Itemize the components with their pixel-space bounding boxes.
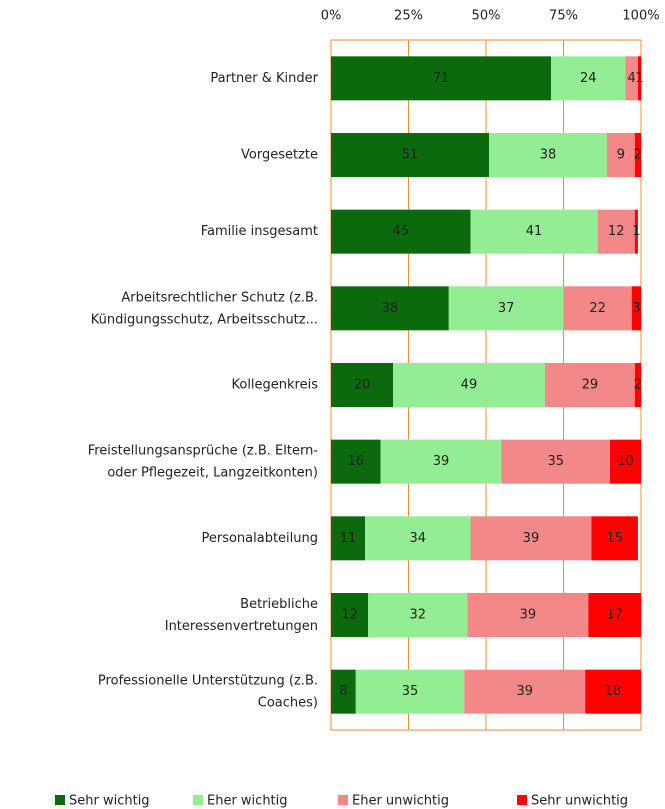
data-label: 24: [580, 71, 597, 86]
data-label: 32: [410, 608, 427, 623]
bar-segment: [625, 56, 638, 101]
bar-segment: [597, 209, 635, 254]
bar-segment: [365, 516, 471, 561]
legend-label: Eher wichtig: [207, 794, 288, 809]
bar-segment: [470, 516, 592, 561]
bar-segment: [470, 209, 598, 254]
bar-segment: [634, 363, 641, 407]
data-label: 37: [498, 301, 515, 316]
data-label: 9: [617, 148, 625, 163]
bar-segment: [393, 363, 545, 407]
bar-segment: [331, 439, 381, 484]
data-label: 8: [339, 684, 347, 699]
legend-swatch: [55, 795, 65, 805]
data-label: 39: [523, 531, 540, 546]
data-label: 12: [608, 224, 625, 239]
data-label: 2: [634, 148, 642, 163]
data-label: 3: [632, 301, 640, 316]
bar-segment: [637, 56, 641, 101]
bar-segment: [467, 593, 589, 637]
y-tick-label: Kollegenkreis: [231, 378, 318, 393]
bar-segment: [634, 209, 638, 254]
bar-segment: [331, 133, 490, 177]
data-label: 4: [628, 71, 636, 86]
data-label: 2: [634, 378, 642, 393]
bar-segment: [331, 516, 366, 561]
bar-segment: [331, 286, 449, 331]
data-label: 41: [526, 224, 543, 239]
data-label: 10: [617, 454, 634, 469]
data-label: 35: [402, 684, 419, 699]
y-tick-label: Betriebliche Interessenvertretungen: [165, 597, 318, 634]
bar-segment: [501, 439, 610, 484]
x-tick-label: 0%: [321, 9, 342, 24]
bar-segment: [563, 286, 632, 331]
data-label: 49: [461, 378, 478, 393]
data-label: 12: [341, 608, 358, 623]
legend-swatch: [193, 795, 203, 805]
x-tick-label: 100%: [622, 9, 659, 24]
bar-segment: [448, 286, 564, 331]
bar-segment: [368, 593, 468, 637]
bar-segment: [551, 56, 626, 101]
data-label: 35: [547, 454, 564, 469]
data-label: 71: [433, 71, 450, 86]
legend-label: Sehr unwichtig: [531, 794, 628, 809]
data-label: 39: [516, 684, 533, 699]
bar-segment: [331, 363, 393, 407]
bar-segment: [606, 133, 635, 177]
bar-segment: [631, 286, 641, 331]
data-label: 39: [520, 608, 537, 623]
x-tick-label: 75%: [549, 9, 578, 24]
legend-label: Sehr wichtig: [69, 794, 150, 809]
data-label: 1: [632, 224, 640, 239]
bar-segment: [331, 209, 471, 254]
bar-segment: [544, 363, 635, 407]
y-tick-label: Partner & Kinder: [210, 71, 318, 86]
data-label: 45: [392, 224, 409, 239]
y-tick-label: Familie insgesamt: [201, 224, 318, 239]
bar-segment: [634, 133, 641, 177]
data-label: 39: [433, 454, 450, 469]
data-label: 20: [354, 378, 371, 393]
data-label: 38: [382, 301, 399, 316]
bar-segment: [588, 593, 641, 637]
x-tick-label: 50%: [472, 9, 501, 24]
y-tick-label: Professionelle Unterstützung (z.B. Coache…: [98, 673, 318, 710]
y-tick-label: Arbeitsrechtlicher Schutz (z.B. Kündigung…: [91, 290, 318, 327]
bar-segment: [591, 516, 638, 561]
bar-segment: [331, 593, 369, 637]
bar-segment: [331, 56, 552, 101]
data-label: 16: [348, 454, 365, 469]
data-label: 11: [340, 531, 357, 546]
data-label: 22: [589, 301, 606, 316]
data-label: 34: [410, 531, 427, 546]
legend-swatch: [338, 795, 348, 805]
x-tick-label: 25%: [394, 9, 423, 24]
data-label: 17: [606, 608, 623, 623]
bar-segment: [464, 669, 586, 714]
bar-segment: [331, 669, 356, 714]
data-label: 15: [606, 531, 623, 546]
bar-segment: [380, 439, 502, 484]
bar-segment: [489, 133, 607, 177]
data-label: 38: [540, 148, 557, 163]
data-label: 1: [635, 71, 643, 86]
bar-segment: [355, 669, 465, 714]
data-label: 18: [605, 684, 622, 699]
data-label: 29: [582, 378, 599, 393]
data-label: 51: [402, 148, 419, 163]
legend-label: Eher unwichtig: [352, 794, 449, 809]
y-tick-label: Freistellungsansprüche (z.B. Eltern-oder…: [88, 443, 319, 480]
y-tick-label: Vorgesetzte: [241, 148, 318, 163]
legend-swatch: [517, 795, 527, 805]
y-tick-label: Personalabteilung: [201, 531, 318, 546]
bar-segment: [585, 669, 641, 714]
bar-segment: [610, 439, 641, 484]
